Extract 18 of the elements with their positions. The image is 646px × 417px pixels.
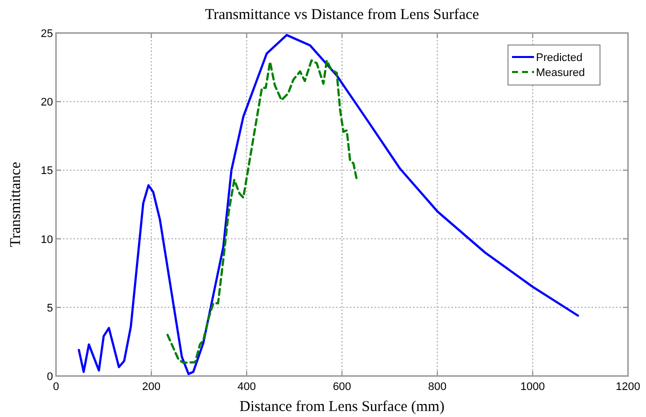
legend-label: Predicted <box>536 52 582 64</box>
x-tick-label: 400 <box>237 381 256 393</box>
y-tick-label: 10 <box>40 234 53 246</box>
x-tick-label: 1200 <box>616 381 640 393</box>
y-tick-label: 15 <box>40 165 53 178</box>
y-tick-label: 0 <box>46 371 53 383</box>
x-tick-label: 200 <box>142 381 161 393</box>
x-tick-label: 800 <box>428 381 447 393</box>
y-tick-label: 20 <box>40 96 53 109</box>
line-series <box>166 59 358 364</box>
y-axis-title: Transmittance <box>8 162 24 248</box>
y-tick-label: 25 <box>40 28 53 40</box>
x-axis-title: Distance from Lens Surface (mm) <box>240 399 444 415</box>
x-tick-label: 600 <box>332 381 352 393</box>
x-tick-label: 1000 <box>520 381 545 393</box>
legend-label: Measured <box>536 67 585 79</box>
chart-title: Transmittance vs Distance from Lens Surface <box>205 7 480 23</box>
y-tick-label: 5 <box>46 302 53 314</box>
